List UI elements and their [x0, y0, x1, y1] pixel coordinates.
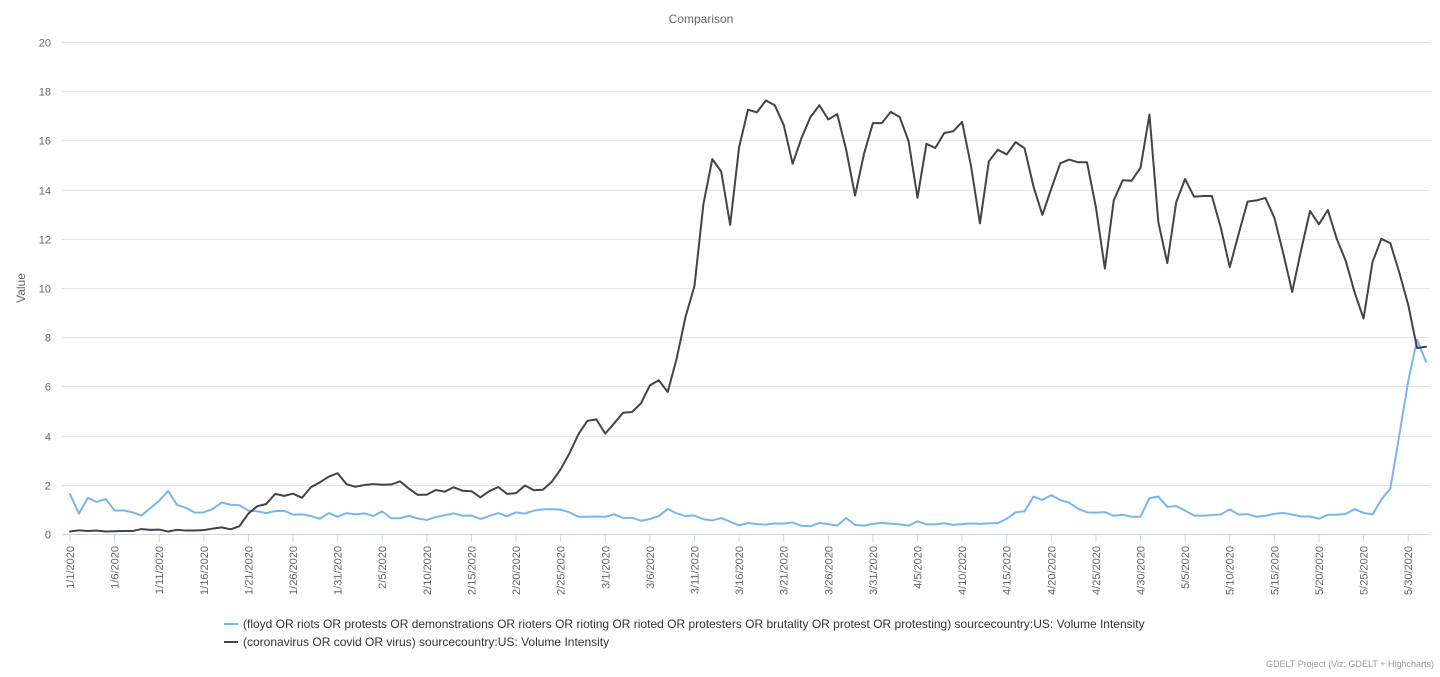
- y-axis: 0 2 4 6 8 10 12 14 16 18 20: [39, 38, 51, 542]
- x-tick-label: 2/10/2020: [422, 546, 434, 595]
- x-tick-label: 2/25/2020: [556, 546, 568, 595]
- chart-credit[interactable]: GDELT Project (Viz: GDELT + Highcharts): [1266, 659, 1434, 669]
- x-tick-label: 5/25/2020: [1359, 546, 1371, 595]
- x-tick-label: 4/5/2020: [913, 546, 925, 589]
- x-tick-label: 1/21/2020: [243, 546, 255, 595]
- legend-label[interactable]: (coronavirus OR covid OR virus) sourceco…: [243, 635, 609, 649]
- x-tick-label: 1/16/2020: [199, 546, 211, 595]
- y-tick-label: 20: [39, 38, 51, 50]
- legend-item-1[interactable]: (floyd OR riots OR protests OR demonstra…: [224, 617, 1145, 631]
- series-lines: [69, 99, 1427, 533]
- x-tick-label: 5/30/2020: [1403, 546, 1415, 595]
- x-axis: 1/1/2020 1/6/2020 1/11/2020 1/16/2020 1/21/2…: [65, 534, 1415, 595]
- x-tick-label: 4/30/2020: [1136, 546, 1148, 595]
- y-tick-label: 12: [39, 235, 51, 247]
- x-tick-label: 4/15/2020: [1002, 546, 1014, 595]
- x-tick-label: 3/11/2020: [689, 546, 701, 594]
- x-tick-label: 1/26/2020: [288, 546, 300, 595]
- y-tick-label: 16: [39, 136, 51, 148]
- x-tick-label: 5/15/2020: [1269, 546, 1281, 595]
- x-tick-label: 2/20/2020: [511, 546, 523, 595]
- legend[interactable]: (floyd OR riots OR protests OR demonstra…: [224, 617, 1145, 649]
- x-tick-label: 3/31/2020: [868, 546, 880, 595]
- x-tick-label: 3/1/2020: [600, 546, 612, 589]
- x-tick-label: 1/11/2020: [154, 546, 166, 594]
- x-tick-label: 3/6/2020: [645, 546, 657, 589]
- y-tick-label: 8: [45, 333, 51, 345]
- y-tick-label: 0: [45, 530, 51, 542]
- x-tick-label: 3/26/2020: [823, 546, 835, 595]
- y-axis-title: Value: [14, 273, 28, 303]
- y-tick-label: 10: [39, 284, 51, 296]
- legend-label[interactable]: (floyd OR riots OR protests OR demonstra…: [243, 617, 1145, 631]
- y-tick-label: 14: [39, 186, 51, 198]
- x-tick-label: 4/10/2020: [957, 546, 969, 595]
- y-tick-label: 18: [39, 87, 51, 99]
- series-line-2[interactable]: [69, 99, 1427, 533]
- legend-item-2[interactable]: (coronavirus OR covid OR virus) sourceco…: [224, 635, 609, 649]
- x-tick-label: 3/21/2020: [779, 546, 791, 595]
- x-tick-label: 5/10/2020: [1225, 546, 1237, 595]
- x-tick-label: 4/20/2020: [1046, 546, 1058, 595]
- grid-lines: [62, 42, 1430, 535]
- x-tick-label: 1/6/2020: [110, 546, 122, 589]
- x-tick-label: 5/5/2020: [1180, 546, 1192, 589]
- y-tick-label: 6: [45, 382, 51, 394]
- x-tick-label: 5/20/2020: [1314, 546, 1326, 595]
- x-tick-label: 1/1/2020: [65, 546, 77, 589]
- x-tick-label: 1/31/2020: [333, 546, 345, 595]
- x-tick-label: 4/25/2020: [1091, 546, 1103, 595]
- x-tick-label: 3/16/2020: [734, 546, 746, 595]
- x-tick-label: 2/5/2020: [377, 546, 389, 589]
- series-line-1[interactable]: [69, 338, 1427, 528]
- x-tick-label: 2/15/2020: [466, 546, 478, 595]
- chart-title: Comparison: [669, 12, 734, 26]
- y-tick-label: 4: [45, 432, 51, 444]
- y-tick-label: 2: [45, 481, 51, 493]
